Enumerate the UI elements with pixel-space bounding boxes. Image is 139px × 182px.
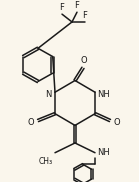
Text: NH: NH bbox=[97, 148, 110, 157]
Text: O: O bbox=[81, 56, 87, 65]
Text: CH₃: CH₃ bbox=[39, 157, 53, 166]
Text: F: F bbox=[83, 11, 87, 20]
Text: NH: NH bbox=[97, 90, 110, 99]
Text: F: F bbox=[60, 3, 64, 12]
Text: F: F bbox=[75, 1, 79, 10]
Text: O: O bbox=[27, 118, 34, 127]
Text: N: N bbox=[46, 90, 52, 99]
Text: O: O bbox=[114, 118, 121, 127]
